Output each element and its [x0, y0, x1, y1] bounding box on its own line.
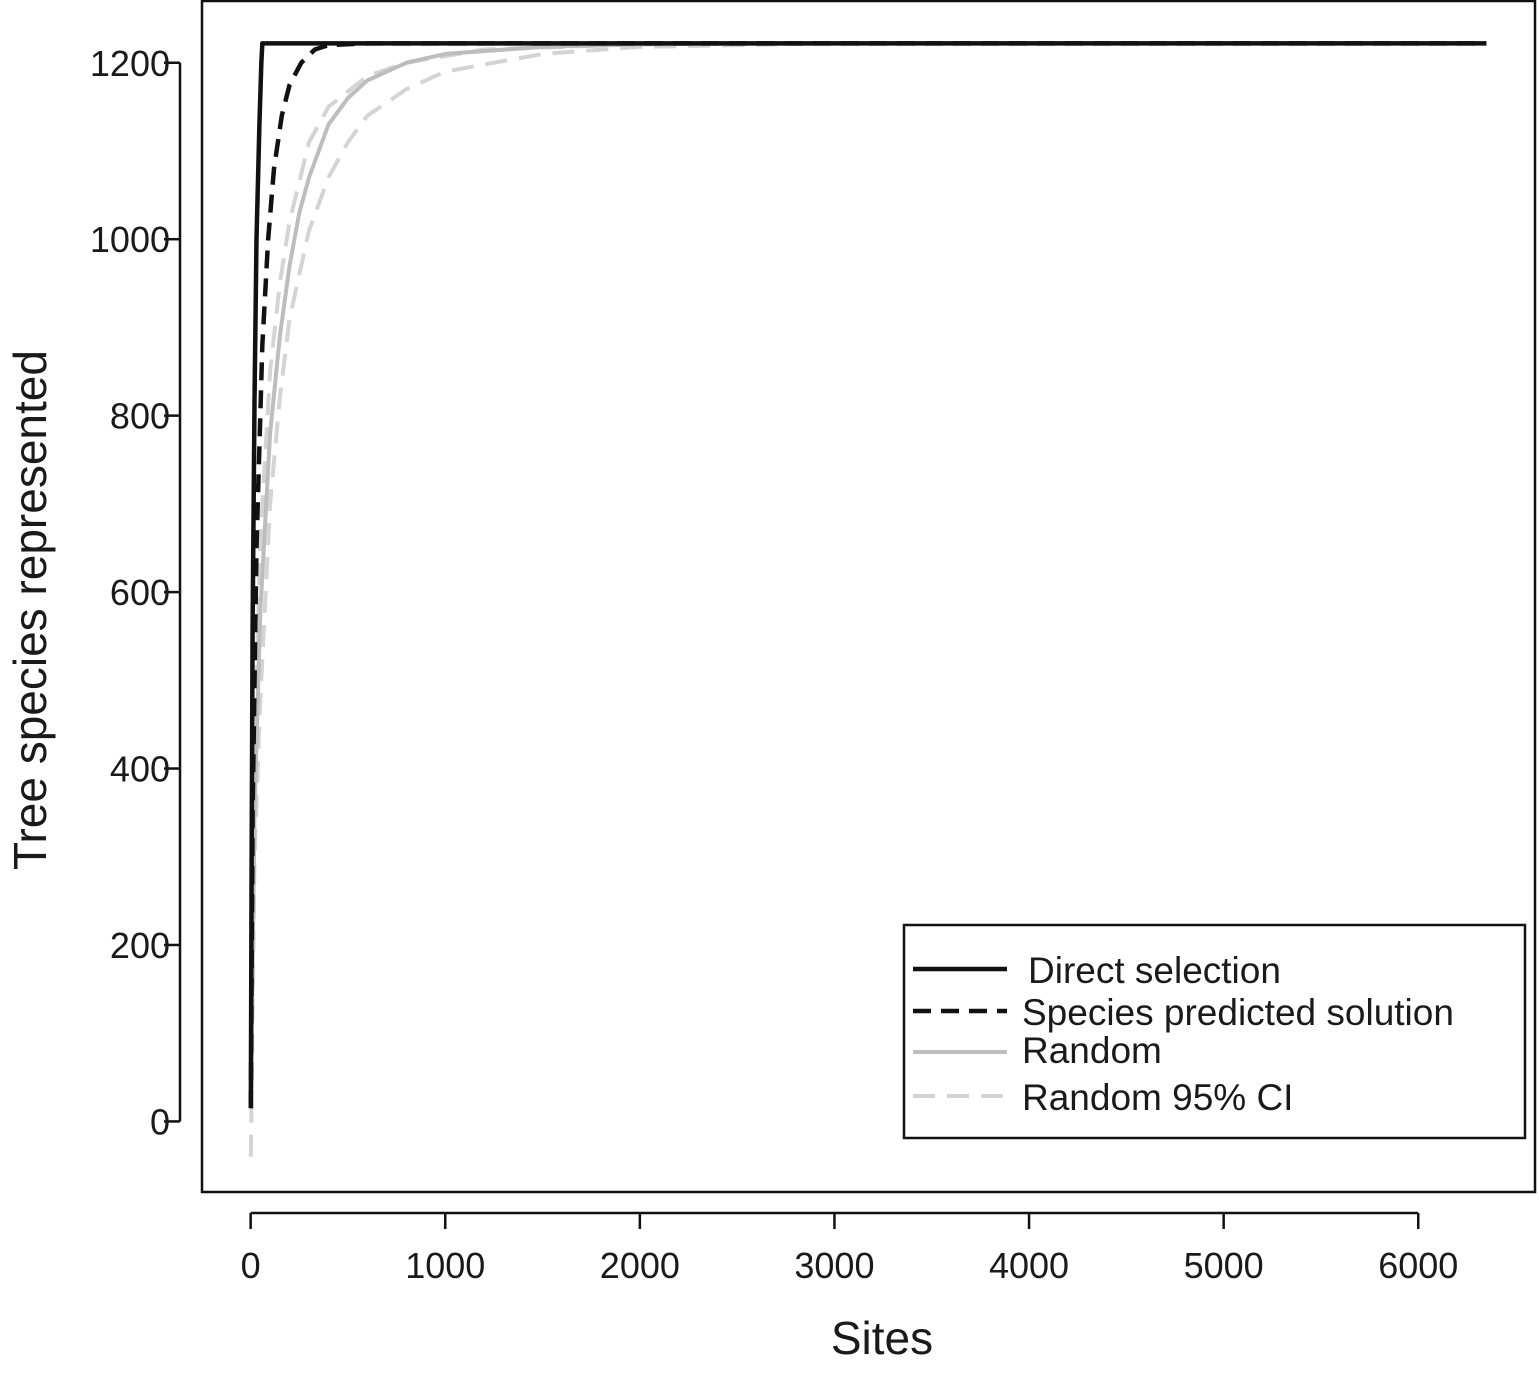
x-tick-label: 4000 [989, 1245, 1069, 1286]
y-tick-label: 200 [110, 925, 170, 966]
y-tick-label: 400 [110, 749, 170, 790]
x-tick-label: 1000 [405, 1245, 485, 1286]
series-random [248, 41, 1487, 1109]
legend-label-direct-selection: Direct selection [1028, 950, 1281, 991]
y-tick-label: 1200 [90, 43, 170, 84]
y-tick-label: 1000 [90, 219, 170, 260]
x-axis: 0 1000 2000 3000 4000 5000 6000 [241, 1211, 1458, 1286]
y-tick-label: 0 [150, 1101, 170, 1142]
x-tick-label: 6000 [1378, 1245, 1458, 1286]
y-axis: 0 200 400 600 800 1000 1200 [90, 43, 182, 1142]
x-tick-label: 0 [241, 1245, 261, 1286]
legend-label-species-predicted-solution: Species predicted solution [1022, 992, 1454, 1033]
x-tick-label: 3000 [794, 1245, 874, 1286]
y-tick-label: 800 [110, 396, 170, 437]
legend-label-random-95-ci: Random 95% CI [1022, 1077, 1293, 1118]
y-axis-title: Tree species represented [4, 350, 56, 870]
series-random-95-ci-lower [248, 41, 1487, 1157]
x-tick-label: 2000 [600, 1245, 680, 1286]
plot-frame [200, 0, 1537, 1194]
y-tick-label: 600 [110, 572, 170, 613]
series-layer [248, 41, 1487, 1157]
series-direct-selection [248, 41, 1487, 1109]
legend-label-random: Random [1022, 1030, 1162, 1071]
x-axis-title: Sites [831, 1312, 933, 1364]
legend-box [902, 923, 1527, 1140]
series-species-predicted-solution [248, 41, 1487, 1109]
x-tick-label: 5000 [1184, 1245, 1264, 1286]
